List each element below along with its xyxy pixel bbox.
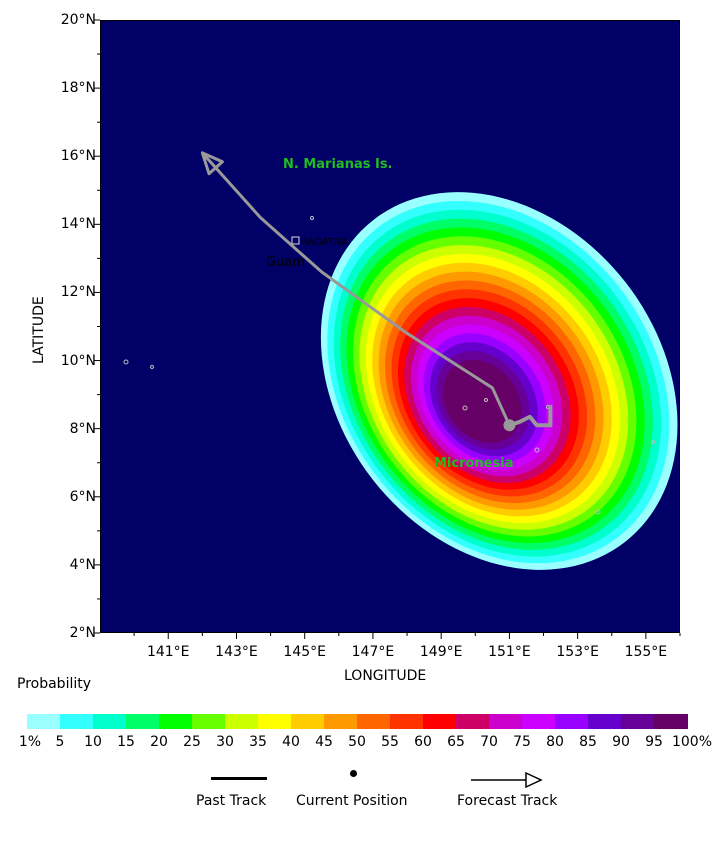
forecast-track-arrowhead — [200, 151, 224, 176]
colorbar-swatch — [126, 714, 160, 729]
forecast-track-legend-label: Forecast Track — [457, 793, 558, 809]
probability-swath — [320, 192, 678, 570]
colorbar-swatch — [489, 714, 523, 729]
lon-tick-label: 143°E — [215, 644, 258, 660]
colorbar-label: 25 — [183, 734, 201, 750]
island-outline — [310, 216, 314, 220]
colorbar-swatch — [192, 714, 226, 729]
y-axis-title: LATITUDE — [31, 296, 47, 364]
lat-tick-label: 16°N — [60, 148, 96, 165]
lon-tick-label: 149°E — [419, 644, 463, 660]
lon-tick-label: 147°E — [351, 644, 395, 660]
lat-tick-label: 14°N — [60, 216, 96, 233]
colorbar-label: 90 — [612, 734, 630, 750]
colorbar-label: 30 — [216, 734, 234, 750]
lat-tick-label: 4°N — [69, 556, 96, 573]
guam-label: Guam — [266, 255, 305, 270]
colorbar-swatch — [522, 714, 556, 729]
colorbar-label: 1% — [18, 734, 42, 750]
colorbar-swatch — [258, 714, 292, 729]
colorbar-swatch — [555, 714, 589, 729]
lat-tick-label: 8°N — [69, 420, 96, 437]
lon-tick-label: 145°E — [283, 644, 326, 660]
colorbar-label: 55 — [381, 734, 399, 750]
colorbar-swatch — [456, 714, 490, 729]
colorbar-title: Probability — [17, 676, 92, 692]
island-outline — [462, 405, 468, 411]
colorbar-label: 100% — [671, 734, 713, 750]
probability-contour — [442, 359, 522, 443]
lat-tick-label: 12°N — [60, 284, 96, 301]
x-axis-title: LONGITUDE — [344, 668, 427, 684]
past-track-line — [508, 404, 553, 428]
lon-tick-label: 153°E — [556, 644, 599, 660]
probability-map: N. Marianas Is. HAGATNA Guam Micronesia — [100, 20, 680, 633]
colorbar-label: 50 — [348, 734, 366, 750]
colorbar-label: 10 — [84, 734, 102, 750]
colorbar-label: 60 — [414, 734, 432, 750]
colorbar-label: 95 — [645, 734, 663, 750]
colorbar-swatch — [225, 714, 259, 729]
colorbar-swatch — [423, 714, 457, 729]
colorbar-label: 70 — [480, 734, 498, 750]
current-position-legend-dot — [350, 770, 357, 777]
colorbar-label: 65 — [447, 734, 465, 750]
marianas-label: N. Marianas Is. — [283, 157, 393, 172]
lon-tick-label: 155°E — [624, 644, 668, 660]
colorbar-swatch — [159, 714, 193, 729]
colorbar-swatch — [324, 714, 358, 729]
axis-ticks — [94, 19, 681, 639]
colorbar-swatch — [291, 714, 325, 729]
lat-tick-label: 20°N — [60, 12, 96, 28]
lat-tick-label: 18°N — [60, 80, 96, 97]
colorbar-label: 85 — [579, 734, 597, 750]
colorbar-swatch — [654, 714, 688, 729]
colorbar-label: 15 — [117, 734, 135, 750]
forecast-track-legend-arrow — [471, 771, 543, 789]
island-outline — [484, 398, 488, 402]
past-track-legend-line — [211, 777, 267, 780]
colorbar-label: 75 — [513, 734, 531, 750]
island-outline — [150, 365, 154, 369]
lat-tick-label: 10°N — [60, 352, 96, 369]
island-outline — [595, 509, 601, 515]
current-position-marker — [503, 419, 516, 432]
lon-tick-label: 141°E — [146, 644, 190, 660]
lat-tick-label: 6°N — [69, 488, 96, 505]
forecast-track-line — [201, 151, 511, 426]
island-outline — [651, 440, 655, 444]
lat-tick-label: 2°N — [69, 625, 96, 641]
hagatna-label: HAGATNA — [300, 237, 349, 248]
map-frame — [100, 20, 680, 633]
colorbar-swatch — [357, 714, 391, 729]
lon-tick-label: 151°E — [488, 644, 531, 660]
island-outline — [534, 447, 540, 453]
colorbar-label: 45 — [315, 734, 333, 750]
colorbar-swatch — [93, 714, 127, 729]
current-position-legend-label: Current Position — [296, 793, 408, 809]
colorbar-label: 80 — [546, 734, 564, 750]
colorbar-swatch — [27, 714, 61, 729]
colorbar-label: 20 — [150, 734, 168, 750]
island-outline — [123, 359, 129, 365]
colorbar-swatch — [390, 714, 424, 729]
micronesia-label: Micronesia — [434, 456, 513, 471]
colorbar-label: 35 — [249, 734, 267, 750]
past-track-legend-label: Past Track — [196, 793, 267, 809]
colorbar-swatch — [60, 714, 94, 729]
colorbar-label: 5 — [55, 734, 65, 750]
colorbar-swatch — [588, 714, 622, 729]
colorbar-label: 40 — [282, 734, 300, 750]
hagatna-marker — [291, 236, 300, 245]
colorbar-swatch — [621, 714, 655, 729]
